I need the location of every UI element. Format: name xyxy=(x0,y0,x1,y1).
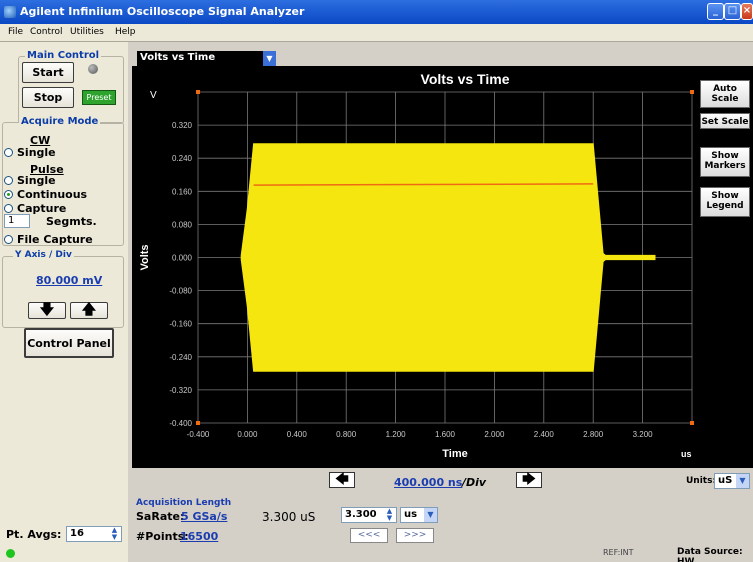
x-unit-label: us xyxy=(681,449,692,459)
y-axis-legend: Y Axis / Div xyxy=(13,250,74,260)
pulse-label: Pulse xyxy=(30,163,64,176)
file-capture-radio[interactable]: File Capture xyxy=(4,233,93,246)
units-select[interactable]: uS ▼ xyxy=(714,473,750,489)
y-tick-label: 0.240 xyxy=(172,154,193,163)
y-axis-div-value[interactable]: 80.000 mV xyxy=(36,274,103,287)
sarate-label: SaRate: xyxy=(136,510,185,523)
data-source-status: Data Source: HW xyxy=(677,547,743,562)
x-tick-label: 2.800 xyxy=(583,430,604,439)
time-right-arrow-icon[interactable]: 🡆 xyxy=(516,472,542,488)
status-led-icon xyxy=(88,64,98,74)
chevron-down-icon: ▼ xyxy=(263,51,276,66)
window-title: Agilent Infiniium Oscilloscope Signal An… xyxy=(20,5,305,18)
chart-frame: Volts vs Time V -0.400 0.000 0.400 0.800 1.200… xyxy=(132,66,753,468)
x-tick-label: 2.400 xyxy=(534,430,555,439)
x-tick-label: 1.200 xyxy=(386,430,407,439)
cw-single-radio[interactable]: Single xyxy=(4,146,56,159)
pulse-single-radio[interactable]: Single xyxy=(4,174,56,187)
trace-line-series xyxy=(253,183,594,186)
title-bar: Agilent Infiniium Oscilloscope Signal An… xyxy=(0,0,753,24)
x-axis-label: Time xyxy=(442,448,467,460)
y-tick-label: 0.320 xyxy=(172,121,193,130)
close-button[interactable]: × xyxy=(741,3,753,20)
x-tick-label: -0.400 xyxy=(187,430,210,439)
signal-envelope-series xyxy=(240,143,656,372)
set-scale-button[interactable]: Set Scale xyxy=(700,113,750,129)
stop-button[interactable]: Stop xyxy=(22,87,74,108)
reference-status: REF:INT xyxy=(603,548,634,557)
chevron-down-icon: ▼ xyxy=(736,474,749,488)
marker-corner-icon xyxy=(196,421,200,425)
y-tick-label: -0.400 xyxy=(169,419,192,428)
y-tick-label: 0.080 xyxy=(172,220,193,229)
x-tick-label: 1.600 xyxy=(435,430,456,439)
previous-button[interactable]: <<< xyxy=(350,528,388,543)
y-axis-group: Y Axis / Div xyxy=(2,250,124,328)
control-panel-button[interactable]: Control Panel xyxy=(24,328,114,358)
minimize-button[interactable]: _ xyxy=(707,3,724,20)
y-axis-label: Volts xyxy=(139,244,151,270)
marker-corner-icon xyxy=(690,421,694,425)
y-tick-label: -0.240 xyxy=(169,353,192,362)
maximize-button[interactable]: □ xyxy=(724,3,741,20)
next-button[interactable]: >>> xyxy=(396,528,434,543)
per-div-label: /Div xyxy=(462,476,487,489)
auto-scale-button[interactable]: Auto Scale xyxy=(700,80,750,108)
length-spinner[interactable]: 3.300 ▲ ▼ xyxy=(341,507,397,523)
points-label: #Points: xyxy=(136,530,189,543)
menu-control[interactable]: Control xyxy=(30,27,63,37)
length-unit-select[interactable]: us ▼ xyxy=(400,507,438,523)
time-left-arrow-icon[interactable]: 🡄 xyxy=(329,472,355,488)
continuous-radio[interactable]: Continuous xyxy=(4,188,87,201)
x-tick-label: 3.200 xyxy=(633,430,654,439)
time-per-div-value[interactable]: 400.000 ns xyxy=(394,476,463,489)
pt-avgs-label: Pt. Avgs: xyxy=(6,528,62,541)
spinner-arrows-icon: ▲ ▼ xyxy=(111,526,118,541)
preset-button[interactable]: Preset xyxy=(82,90,116,105)
acquire-mode-legend: Acquire Mode xyxy=(19,116,101,127)
units-label: Units: xyxy=(686,476,717,486)
chevron-down-icon: ▼ xyxy=(424,508,437,522)
start-button[interactable]: Start xyxy=(22,62,74,83)
spinner-arrows-icon: ▲ ▼ xyxy=(386,507,393,522)
volts-vs-time-chart[interactable]: Volts vs Time V -0.400 0.000 0.400 0.800 1.200… xyxy=(132,66,753,468)
show-legend-button[interactable]: Show Legend xyxy=(700,187,750,217)
main-control-legend: Main Control xyxy=(25,50,102,61)
menu-help[interactable]: Help xyxy=(115,27,136,37)
pt-avgs-spinner[interactable]: 16 ▲ ▼ xyxy=(66,526,122,542)
length-display: 3.300 uS xyxy=(262,510,316,524)
acquire-mode-group: Acquire Mode xyxy=(2,116,124,246)
cw-label: CW xyxy=(30,134,51,147)
chart-type-select[interactable]: Volts vs Time ▼ xyxy=(137,51,276,66)
y-tick-label: 0.000 xyxy=(172,254,193,263)
marker-corner-icon xyxy=(196,90,200,94)
x-tick-label: 0.400 xyxy=(287,430,308,439)
chart-title: Volts vs Time xyxy=(421,71,510,87)
y-unit-label: V xyxy=(150,90,157,101)
capture-radio[interactable]: Capture xyxy=(4,202,66,215)
segments-input[interactable]: 1 xyxy=(4,214,30,228)
y-tick-label: -0.320 xyxy=(169,386,192,395)
app-icon xyxy=(4,6,16,18)
menu-file[interactable]: File xyxy=(8,27,24,37)
y-scale-down-button[interactable]: 🡇 xyxy=(28,302,66,319)
y-tick-label: 0.160 xyxy=(172,187,193,196)
left-panel: Main Control Start Stop Preset Acquire M… xyxy=(0,42,128,562)
points-value[interactable]: 16500 xyxy=(180,530,219,543)
marker-corner-icon xyxy=(690,90,694,94)
x-tick-label: 2.000 xyxy=(484,430,505,439)
menu-utilities[interactable]: Utilities xyxy=(70,27,104,37)
sarate-value[interactable]: 5 GSa/s xyxy=(181,510,228,523)
y-tick-label: -0.080 xyxy=(169,287,192,296)
x-tick-label: 0.800 xyxy=(336,430,357,439)
acquisition-length-legend: Acquisition Length xyxy=(136,498,232,508)
show-markers-button[interactable]: Show Markers xyxy=(700,147,750,177)
menu-bar: File Control Utilities Help xyxy=(0,24,753,42)
y-scale-up-button[interactable]: 🡅 xyxy=(70,302,108,319)
segments-label: Segmts. xyxy=(46,215,97,228)
run-status-led-icon xyxy=(6,549,15,558)
x-tick-label: 0.000 xyxy=(237,430,258,439)
y-tick-label: -0.160 xyxy=(169,320,192,329)
